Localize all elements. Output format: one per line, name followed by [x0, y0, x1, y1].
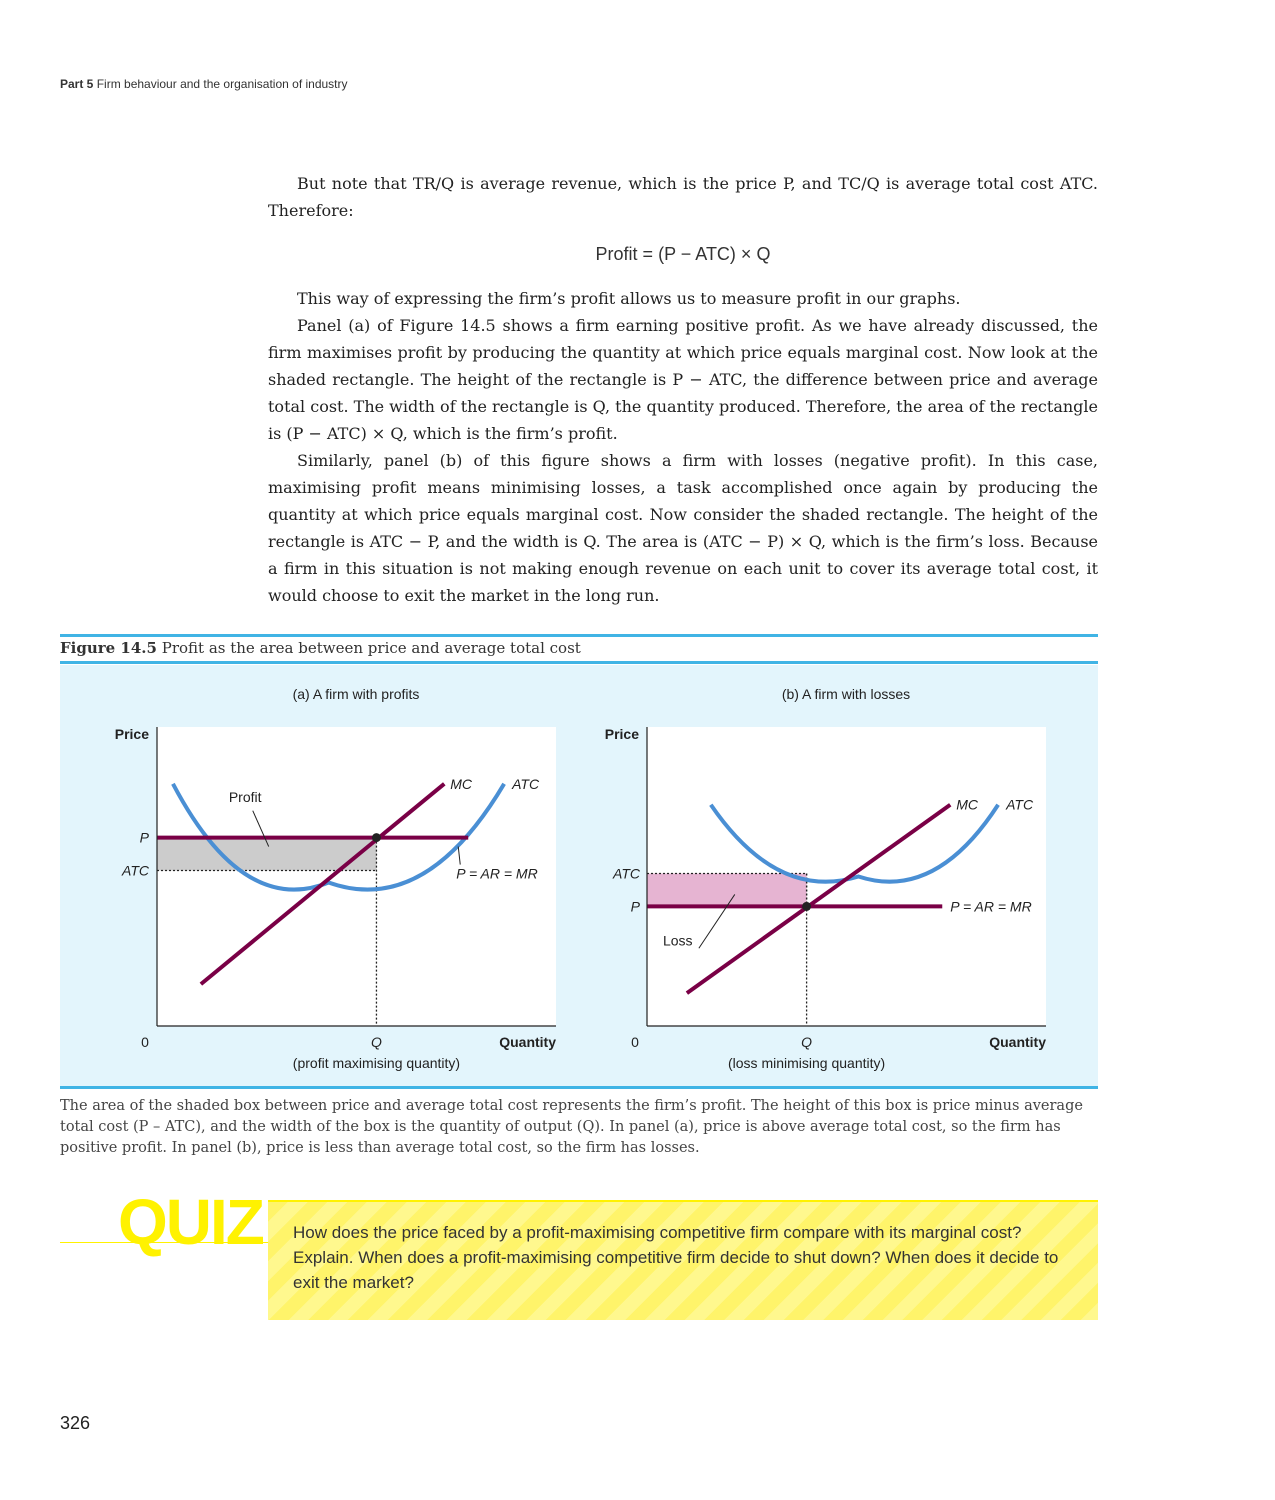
loss-label: Loss [663, 932, 693, 948]
panel-b-atc-label: ATC [1005, 797, 1034, 813]
panel-a: (a) A firm with profits Price Quantity 0… [115, 686, 556, 1071]
panel-a-title: (a) A firm with profits [293, 686, 420, 702]
panel-a-atc-label: ATC [511, 776, 540, 792]
quiz-box: How does the price faced by a profit-max… [268, 1200, 1098, 1320]
panel-b-mc-label: MC [956, 797, 979, 813]
panel-b: (b) A firm with losses Price Quantity 0 … [605, 686, 1046, 1071]
paragraph-4: Similarly, panel (b) of this figure show… [268, 451, 1098, 605]
panel-b-y-label: Price [605, 726, 639, 742]
figure-title-rule [60, 661, 1098, 664]
panel-b-q-note: (loss minimising quantity) [728, 1055, 885, 1071]
panel-b-p-tick: P [631, 898, 641, 914]
figure-chart: (a) A firm with profits Price Quantity 0… [115, 686, 1046, 1071]
figure-title-text: Profit as the area between price and ave… [161, 639, 581, 657]
profit-leader [252, 810, 270, 847]
panel-a-origin: 0 [141, 1034, 149, 1050]
panel-b-x-label: Quantity [989, 1034, 1046, 1050]
panel-b-atc-tick: ATC [612, 866, 641, 882]
panel-a-q-tick: Q [371, 1034, 382, 1050]
loss-rectangle [647, 873, 807, 907]
page-number: 326 [60, 1413, 91, 1433]
figure-top-rule [60, 634, 1098, 637]
quiz-rule [60, 1242, 270, 1243]
panel-b-q-tick: Q [801, 1034, 812, 1050]
running-head: Part 5 Firm behaviour and the organisati… [60, 77, 348, 91]
panel-b-mc-line [685, 803, 952, 995]
panel-b-atc-curve [709, 803, 1000, 884]
profit-label: Profit [229, 789, 262, 805]
panel-a-mc-label: MC [450, 776, 473, 792]
figure-caption: The area of the shaded box between price… [60, 1098, 1083, 1156]
paragraph-1: But note that TR/Q is average revenue, w… [268, 174, 1098, 220]
panel-a-equilibrium-point [371, 833, 381, 843]
panel-a-q-note: (profit maximising quantity) [293, 1055, 460, 1071]
paragraph-2: This way of expressing the firm’s profit… [297, 289, 961, 308]
panel-a-price-leader [457, 846, 461, 865]
panel-a-mc-line [199, 782, 446, 986]
panel-a-p-tick: P [140, 830, 150, 846]
figure-panel: (a) A firm with profits Price Quantity 0… [60, 665, 1098, 1086]
quiz-label: QUIZ [118, 1186, 265, 1258]
figure-bottom-rule [60, 1086, 1098, 1089]
panel-a-atc-tick: ATC [121, 863, 150, 879]
profit-equation: Profit = (P − ATC) × Q [595, 244, 771, 264]
running-head-part: Part 5 [60, 77, 94, 91]
figure-title: Figure 14.5 Profit as the area between p… [60, 639, 581, 657]
panel-a-x-label: Quantity [499, 1034, 556, 1050]
quiz-text: How does the price faced by a profit-max… [293, 1223, 1059, 1292]
paragraph-3: Panel (a) of Figure 14.5 shows a firm ea… [268, 316, 1098, 443]
panel-a-atc-curve [171, 782, 506, 892]
panel-a-price-line-label: P = AR = MR [456, 866, 537, 882]
figure-number: Figure 14.5 [60, 639, 157, 657]
loss-leader [698, 894, 736, 949]
body-text: But note that TR/Q is average revenue, w… [268, 170, 1098, 609]
panel-b-equilibrium-point [802, 901, 812, 911]
panel-b-price-line-label: P = AR = MR [950, 898, 1031, 914]
panel-b-title: (b) A firm with losses [782, 686, 910, 702]
panel-a-y-label: Price [115, 726, 149, 742]
panel-a-plot-area [157, 727, 556, 1026]
running-head-title: Firm behaviour and the organisation of i… [96, 77, 348, 91]
panel-b-origin: 0 [631, 1034, 639, 1050]
